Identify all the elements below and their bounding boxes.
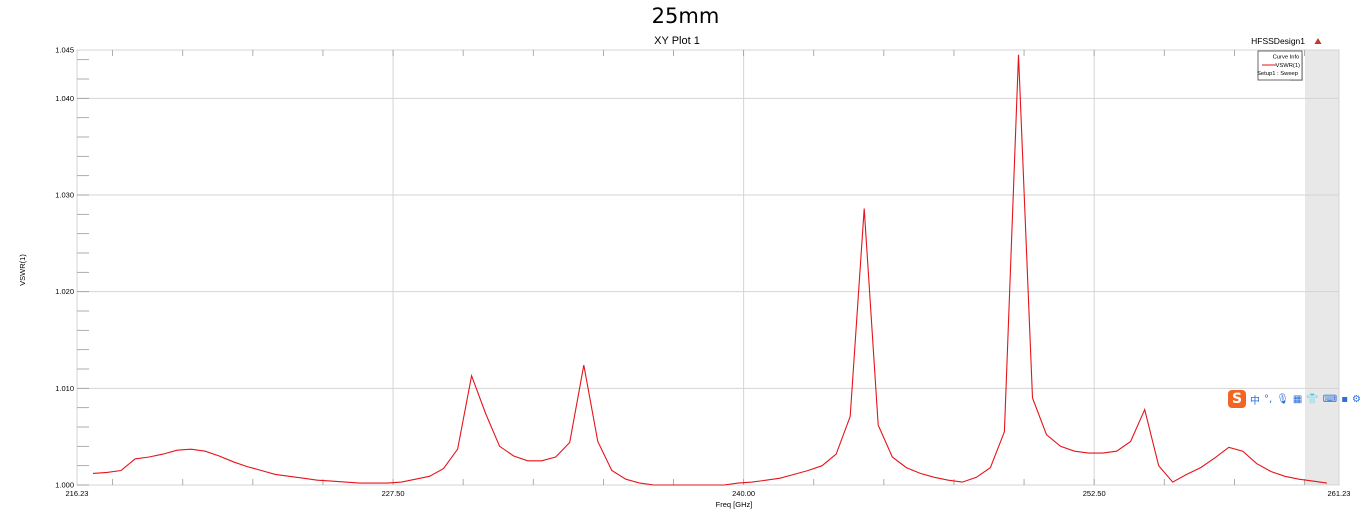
settings-icon[interactable]: ⚙: [1352, 393, 1361, 405]
y-tick-label: 1.010: [55, 384, 74, 393]
chart-title: XY Plot 1: [654, 35, 700, 47]
y-tick-label: 1.000: [55, 481, 74, 490]
grid-lines: [76, 49, 1340, 486]
y-tick-label: 1.045: [55, 46, 74, 55]
project-label: HFSSDesign1: [1251, 36, 1305, 46]
plot-right-strip: [1305, 50, 1339, 485]
toolbox-icon[interactable]: ▪: [1341, 393, 1349, 405]
skin-icon[interactable]: 👕: [1306, 393, 1319, 405]
annotation-title: 25mm: [651, 4, 720, 28]
sogou-logo-icon[interactable]: S: [1228, 390, 1246, 408]
minor-ticks: [77, 50, 1305, 486]
ime-toolbar[interactable]: S 中 °, 🎙 ▦ 👕 ⌨ ▪ ⚙: [1228, 389, 1361, 409]
curve-info-legend[interactable]: Curve Info VSWR(1) Setup1 : Sweep: [1257, 50, 1303, 81]
microphone-icon[interactable]: 🎙: [1276, 393, 1289, 405]
y-tick-label: 1.020: [55, 287, 74, 296]
punctuation-icon[interactable]: °,: [1264, 393, 1273, 405]
legend-sub: Setup1 : Sweep: [1257, 71, 1298, 77]
plot-area[interactable]: [76, 49, 1340, 486]
x-tick-labels: 216.23 227.50 240.00 252.50 261.23: [66, 489, 1351, 498]
legend-entry: VSWR(1): [1276, 63, 1301, 69]
y-tick-labels: 1.000 1.010 1.020 1.030 1.040 1.045: [55, 46, 74, 490]
x-tick-label: 261.23: [1328, 489, 1351, 498]
x-tick-label: 252.50: [1083, 489, 1106, 498]
input-pad-icon[interactable]: ⌨: [1322, 393, 1338, 405]
x-axis-label: Freq [GHz]: [716, 500, 753, 509]
y-tick-label: 1.030: [55, 191, 74, 200]
x-tick-label: 240.00: [732, 489, 755, 498]
x-tick-label: 216.23: [66, 489, 89, 498]
vswr-curve[interactable]: [92, 54, 1327, 486]
x-tick-label: 227.50: [382, 489, 405, 498]
y-tick-label: 1.040: [55, 94, 74, 103]
y-axis-label: VSWR(1): [18, 254, 27, 286]
keyboard-grid-icon[interactable]: ▦: [1292, 393, 1303, 405]
chinese-mode-icon[interactable]: 中: [1250, 395, 1260, 407]
warning-triangle-icon[interactable]: [1314, 38, 1322, 44]
legend-title: Curve Info: [1273, 55, 1300, 61]
